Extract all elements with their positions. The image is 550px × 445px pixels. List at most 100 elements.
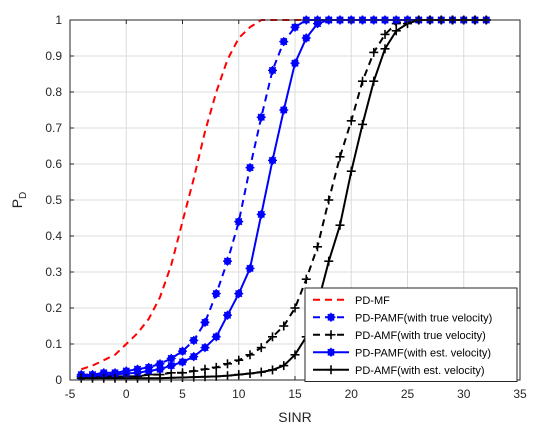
- legend-marker: [326, 347, 336, 357]
- data-point: [223, 310, 232, 320]
- legend: PD-MF PD-PAMF(with true velocity) PD-AMF(w…: [304, 287, 518, 382]
- data-point: [211, 362, 221, 372]
- data-point: [245, 350, 255, 360]
- legend-item: PD-PAMF(with true velocity): [313, 312, 492, 324]
- data-point: [335, 152, 345, 162]
- data-point: [99, 373, 109, 383]
- data-point: [211, 289, 221, 299]
- data-point: [200, 317, 210, 327]
- data-point: [301, 274, 311, 284]
- y-tick-label: 0.1: [45, 337, 62, 351]
- data-point: [166, 361, 176, 371]
- data-point: [369, 47, 379, 57]
- data-point: [200, 343, 210, 353]
- data-point: [223, 371, 232, 381]
- data-point: [256, 112, 266, 122]
- x-tick-label: 15: [288, 387, 302, 401]
- data-point: [121, 369, 131, 379]
- legend-marker: [326, 330, 336, 340]
- data-point: [166, 373, 176, 383]
- y-tick-label: 0.7: [45, 121, 62, 135]
- data-point: [290, 350, 300, 360]
- y-tick-label: 0.8: [45, 85, 62, 99]
- data-point: [88, 373, 97, 383]
- data-point: [313, 19, 322, 29]
- data-point: [155, 364, 165, 374]
- data-point: [313, 242, 322, 252]
- data-point: [268, 332, 277, 342]
- data-point: [256, 367, 266, 377]
- y-tick-label: 0.9: [45, 49, 62, 63]
- data-point: [346, 116, 356, 126]
- y-tick-label: 0.5: [45, 193, 62, 207]
- data-point: [155, 359, 165, 369]
- data-point: [234, 355, 244, 365]
- data-point: [211, 332, 221, 342]
- x-tick-label: 10: [232, 387, 246, 401]
- data-point: [391, 26, 401, 36]
- y-tick-label: 0.6: [45, 157, 62, 171]
- x-axis-label: SINR: [278, 409, 311, 425]
- data-point: [178, 346, 187, 356]
- y-tick-label: 0: [55, 373, 62, 387]
- data-point: [133, 373, 142, 383]
- data-point: [223, 256, 232, 266]
- data-point: [324, 256, 334, 266]
- x-tick-label: 30: [457, 387, 471, 401]
- data-point: [290, 22, 300, 32]
- x-tick-label: 0: [123, 387, 130, 401]
- data-point: [301, 33, 311, 43]
- data-point: [223, 359, 232, 369]
- data-point: [358, 76, 367, 86]
- legend-item: PD-AMF(with est. velocity): [313, 365, 485, 377]
- data-point: [110, 373, 120, 383]
- legend-label: PD-AMF(with est. velocity): [355, 365, 485, 377]
- data-point: [245, 263, 255, 273]
- x-tick-label: 20: [345, 387, 359, 401]
- data-point: [268, 65, 277, 75]
- legend-label: PD-AMF(with true velocity): [355, 330, 486, 342]
- data-point: [380, 29, 390, 39]
- data-point: [358, 119, 367, 129]
- data-point: [211, 371, 221, 381]
- data-point: [279, 321, 289, 331]
- legend-label: PD-MF: [355, 295, 390, 307]
- data-point: [76, 373, 86, 383]
- y-tick-label: 0.3: [45, 265, 62, 279]
- data-point: [144, 373, 154, 383]
- legend-label: PD-PAMF(with est. velocity): [355, 347, 491, 359]
- x-tick-label: 5: [179, 387, 186, 401]
- legend-item: PD-MF: [313, 295, 390, 307]
- data-point: [346, 166, 356, 176]
- data-point: [279, 37, 289, 47]
- data-point: [279, 105, 289, 115]
- data-point: [279, 361, 289, 371]
- data-point: [189, 335, 199, 345]
- y-axis-label-subscript: D: [18, 192, 29, 199]
- data-point: [380, 44, 390, 54]
- data-point: [155, 373, 165, 383]
- data-point: [256, 343, 266, 353]
- legend-item: PD-AMF(with true velocity): [313, 330, 486, 342]
- data-point: [256, 209, 266, 219]
- x-tick-label: 35: [513, 387, 527, 401]
- data-point: [178, 357, 187, 367]
- legend-marker: [326, 312, 336, 322]
- legend-marker: [326, 365, 336, 375]
- data-point: [290, 303, 300, 313]
- data-point: [268, 365, 277, 375]
- data-point: [335, 220, 345, 230]
- data-point: [245, 369, 255, 379]
- data-point: [234, 217, 244, 227]
- data-point: [290, 58, 300, 68]
- y-tick-label: 0.4: [45, 229, 62, 243]
- data-point: [200, 364, 210, 374]
- data-point: [268, 155, 277, 165]
- y-tick-label: 0.2: [45, 301, 62, 315]
- data-point: [369, 76, 379, 86]
- y-axis-ticks: 0 0.1 0.2 0.3 0.4 0.5 0.6 0.7 0.8 0.9 1: [45, 13, 520, 387]
- legend-item: PD-PAMF(with est. velocity): [313, 347, 491, 359]
- y-axis-label: PD: [9, 192, 29, 209]
